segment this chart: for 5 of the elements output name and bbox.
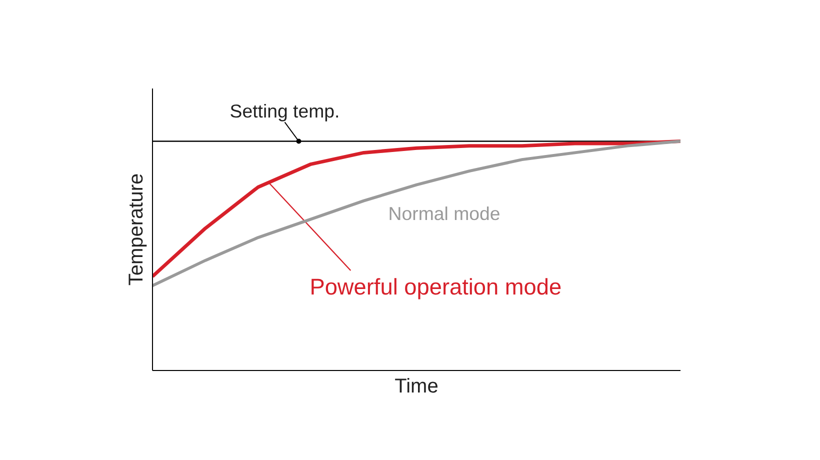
x-axis-title: Time [394,376,438,398]
text: Powerful operation mode [310,274,562,300]
y-axis-title: Temperature [126,173,148,286]
series-label: Normal mode [388,203,500,224]
ref-line-label: Setting temp. [230,100,340,122]
